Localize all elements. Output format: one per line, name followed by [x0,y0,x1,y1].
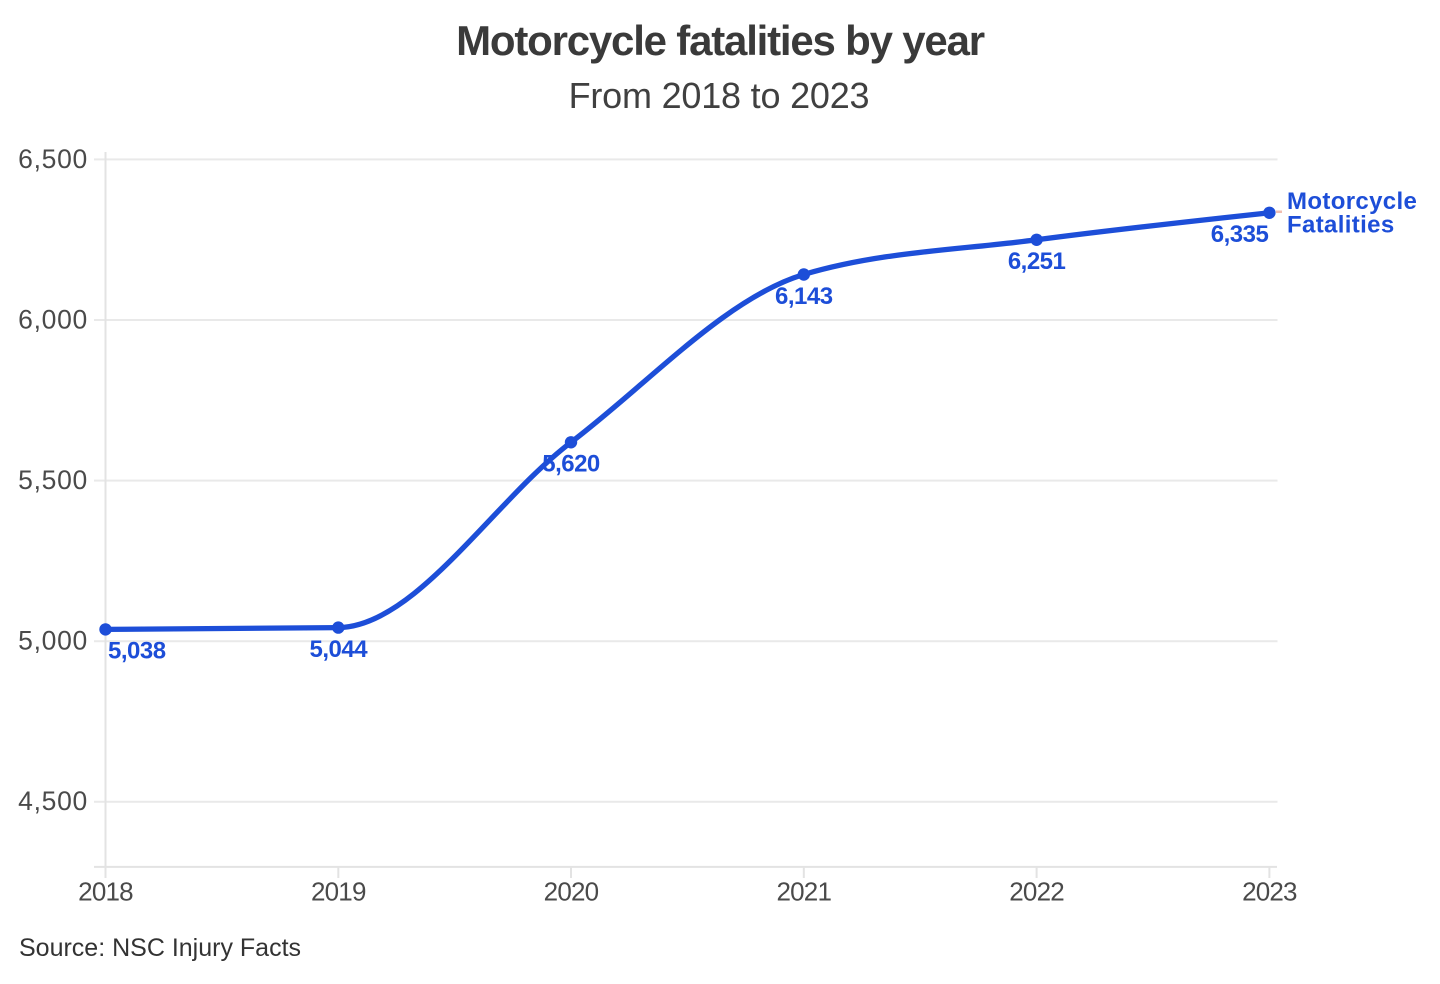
svg-text:2022: 2022 [1009,877,1064,907]
svg-text:Motorcycle: Motorcycle [1287,188,1417,215]
svg-text:2018: 2018 [78,877,133,907]
svg-text:2019: 2019 [311,877,366,907]
svg-text:2023: 2023 [1242,877,1297,907]
svg-text:5,000: 5,000 [18,626,88,656]
svg-text:6,500: 6,500 [18,144,88,174]
svg-text:From 2018 to 2023: From 2018 to 2023 [569,75,870,116]
svg-text:6,251: 6,251 [1008,248,1066,275]
svg-text:5,038: 5,038 [108,638,166,665]
svg-text:2020: 2020 [544,877,599,907]
svg-text:6,000: 6,000 [18,304,88,334]
svg-text:Source: NSC Injury Facts: Source: NSC Injury Facts [19,934,301,962]
svg-text:5,044: 5,044 [310,636,369,663]
svg-text:5,500: 5,500 [18,465,88,495]
svg-text:6,143: 6,143 [775,283,833,310]
svg-text:4,500: 4,500 [18,786,88,816]
svg-text:Fatalities: Fatalities [1287,212,1395,239]
svg-text:6,335: 6,335 [1211,221,1269,248]
svg-text:5,620: 5,620 [542,451,600,478]
svg-text:2021: 2021 [776,877,831,907]
svg-text:Motorcycle fatalities by year: Motorcycle fatalities by year [456,17,985,64]
